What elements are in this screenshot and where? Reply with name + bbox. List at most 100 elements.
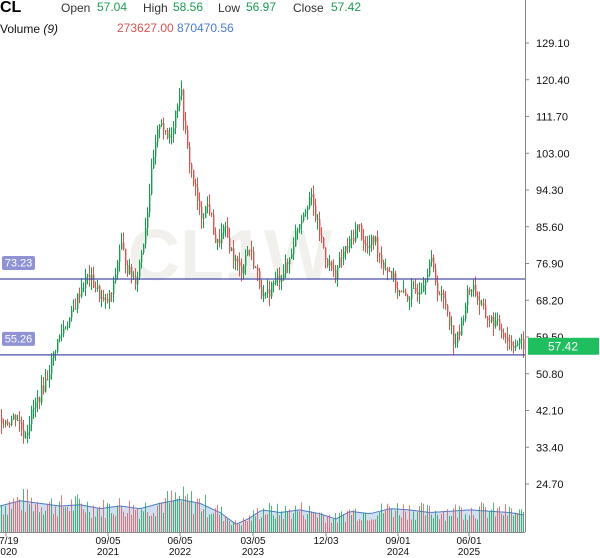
candle-body [13,415,15,420]
volume-bar [59,501,60,532]
candle-body [383,262,385,269]
candle-body [445,298,447,306]
volume-bar [465,514,466,532]
line-label-text: 73.23 [5,258,33,270]
candle-body [425,280,427,286]
candle-body [405,290,407,296]
volume-bar [209,514,210,532]
candle-body [335,269,337,280]
volume-bar [361,520,362,532]
volume-bar [379,512,380,532]
candle-body [301,220,303,225]
candle-body [463,319,465,321]
candle-body [357,224,359,230]
candle-body [433,257,435,269]
candle-body [137,277,139,285]
y-tick-label: 33.40 [536,442,564,454]
volume-bar [397,503,398,532]
volume-bar [191,491,192,532]
volume-label: Volume [0,22,41,36]
volume-bar [101,516,102,532]
volume-bar [127,512,128,532]
volume-bar [261,517,262,532]
volume-bar [315,513,316,532]
x-tick-date: 12/03 [313,536,338,547]
candle-body [93,274,95,288]
candle-body [9,424,11,426]
volume-bar [337,522,338,532]
candle-body [117,261,119,275]
volume-bar [325,522,326,532]
volume-bar [363,512,364,532]
candle-body [95,287,97,289]
candle-body [261,287,263,297]
candle-body [213,214,215,235]
volume-bar [409,505,410,532]
x-tick-year: 2022 [169,547,192,558]
volume-bar [497,508,498,532]
candle-body [163,122,165,131]
volume-bar [301,502,302,532]
candle-body [71,309,73,318]
volume-bar [393,517,394,532]
volume-bar [175,492,176,532]
candle-body [489,320,491,322]
candle-body [505,336,507,338]
candle-body [205,206,207,218]
line-label-text: 55.26 [5,333,33,345]
volume-bar [367,520,368,532]
horizontal-lines[interactable]: 73.23 55.26 [0,256,525,356]
candle-body [43,385,45,392]
candle-body [135,276,137,285]
candle-body [363,239,365,244]
candle-body [49,374,51,380]
volume-bar [331,522,332,532]
volume-bar [61,495,62,532]
volume-bar [277,503,278,532]
candle-body [25,436,27,439]
low-label: Low [218,1,241,15]
candle-body [201,206,203,219]
volume-bar [303,515,304,532]
candle-body [303,213,305,221]
candle-body [5,421,7,424]
volume-bar [177,498,178,532]
candle-body [151,168,153,195]
candle-body [515,344,517,349]
volume-bar [451,516,452,532]
high-value: 58.56 [173,0,204,14]
candle-body [111,293,113,295]
candle-body [173,127,175,134]
volume-bar [81,503,82,532]
candle-body [403,290,405,292]
candle-body [105,299,107,301]
volume-bar [181,501,182,532]
volume-bar [329,515,330,532]
volume-bar [355,508,356,532]
candle-body [19,419,21,422]
volume-bar [185,496,186,532]
volume-bar [155,516,156,532]
candle-body [359,224,361,226]
y-tick-label: 42.10 [536,406,564,418]
volume-bar [511,508,512,532]
volume-bar [457,517,458,532]
volume-bar [165,498,166,532]
y-tick-label: 103.00 [536,148,570,160]
candle-body [427,274,429,281]
volume-bar [233,522,234,532]
volume-bar [479,506,480,532]
y-tick-label: 94.30 [536,185,564,197]
candle-body [141,252,143,262]
chart-watermark: CL1W [128,216,332,296]
volume-indicator-label[interactable]: Volume (9) [0,22,58,36]
candle-body [255,267,257,269]
volume-bar [489,511,490,532]
candle-body [329,261,331,266]
volume-bar [429,505,430,532]
volume-bar [73,510,74,532]
candle-body [81,287,83,297]
candle-body [175,110,177,128]
candle-body [239,262,241,267]
